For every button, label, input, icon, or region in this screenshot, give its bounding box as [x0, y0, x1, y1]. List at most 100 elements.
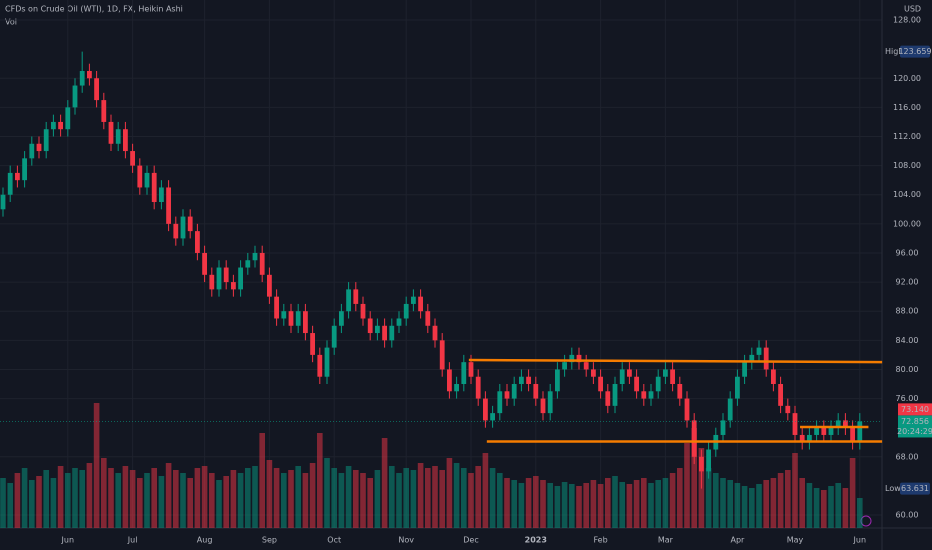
volume-bar — [324, 458, 330, 528]
marker-name: Low — [885, 484, 901, 493]
volume-bar — [518, 483, 525, 528]
candle-body — [519, 376, 524, 385]
candle-body — [36, 143, 42, 152]
candle-body — [65, 107, 71, 130]
candle-body — [288, 311, 294, 326]
candle-body — [677, 384, 683, 399]
candle-body — [108, 121, 114, 144]
candle-body — [51, 121, 56, 130]
candle-body — [79, 70, 85, 86]
candle-body — [259, 252, 265, 275]
volume-bar — [259, 433, 265, 528]
volume-bar — [302, 473, 309, 528]
trend-line — [468, 358, 883, 364]
volume-bar — [266, 460, 273, 528]
candle-body — [403, 303, 409, 319]
volume-bar — [475, 466, 481, 528]
currency: USD — [904, 5, 921, 14]
volume-bar — [727, 480, 733, 528]
volume-bar — [569, 484, 575, 528]
candle-body — [511, 384, 517, 399]
candle-body — [807, 434, 812, 443]
candle-body — [706, 449, 711, 472]
volume-bar — [497, 473, 503, 528]
volume-bar — [684, 443, 690, 528]
volume-bar — [29, 480, 35, 528]
candle-body — [619, 369, 625, 385]
volume-bar — [57, 466, 64, 528]
price-box — [898, 403, 932, 416]
candle-body — [490, 413, 495, 421]
volume-bar — [65, 473, 71, 528]
x-tick-label: Jun — [853, 536, 867, 545]
volume-bar — [439, 470, 445, 528]
volume-bar — [633, 480, 640, 528]
candle-body — [339, 311, 344, 326]
volume-bar — [353, 470, 359, 528]
volume-bar — [547, 483, 553, 528]
volume-bar — [237, 473, 244, 528]
candle-body — [223, 267, 229, 283]
volume-bar — [245, 468, 251, 528]
volume-bar — [417, 463, 424, 528]
volume-bar — [540, 480, 546, 528]
candle-body — [324, 347, 330, 377]
volume-bar — [468, 473, 474, 528]
volume-bar — [21, 468, 28, 528]
volume-bar — [828, 486, 834, 528]
volume-bar — [741, 486, 748, 528]
volume-bar — [252, 466, 258, 528]
volume-bar — [605, 478, 611, 528]
candle-body — [540, 398, 546, 414]
volume-bar — [446, 458, 453, 528]
volume-bar — [93, 403, 100, 528]
volume-bar — [705, 468, 712, 528]
candle-body — [7, 172, 13, 195]
volume-bar — [713, 473, 719, 528]
volume-bar — [504, 478, 510, 528]
volume-bar — [583, 483, 589, 528]
volume-bar — [410, 470, 417, 528]
candle-body — [209, 274, 215, 290]
volume-bar — [158, 476, 165, 528]
candle-body — [418, 296, 423, 312]
volume-bar — [763, 480, 769, 528]
candle-body — [195, 231, 200, 253]
candle-body — [447, 369, 452, 392]
candle-body — [691, 420, 697, 457]
volume-bar — [677, 468, 683, 528]
volume-bar — [626, 484, 633, 528]
candle-body — [144, 172, 150, 188]
candle-body — [843, 420, 848, 428]
volume-bar — [806, 483, 813, 528]
volume-bar — [799, 478, 805, 528]
volume-bar — [165, 463, 172, 528]
candle-body — [504, 391, 510, 399]
volume-bar — [849, 458, 856, 528]
candle-body — [231, 282, 236, 290]
countdown: 20:24:29 — [897, 427, 932, 436]
y-tick-label: 92.00 — [896, 278, 919, 287]
candle-body — [123, 129, 128, 152]
candle-body — [151, 172, 157, 203]
candle-body — [29, 143, 35, 159]
volume-bar — [669, 473, 676, 528]
y-tick-label: 88.00 — [896, 307, 919, 316]
candle-body — [792, 413, 798, 435]
volume-bar — [137, 478, 143, 528]
candle-body — [159, 187, 164, 203]
candle-body — [814, 427, 819, 435]
volume-bar — [14, 473, 21, 528]
marker-box — [900, 45, 930, 58]
candle-body — [612, 384, 618, 406]
candle-body — [699, 456, 704, 472]
candle-body — [569, 354, 575, 363]
volume-bar — [835, 483, 841, 528]
candle-body — [835, 420, 841, 428]
candle-body — [187, 216, 193, 232]
candle-body — [720, 420, 726, 435]
volume-bar — [813, 488, 820, 528]
x-tick-label: Mar — [658, 536, 674, 545]
